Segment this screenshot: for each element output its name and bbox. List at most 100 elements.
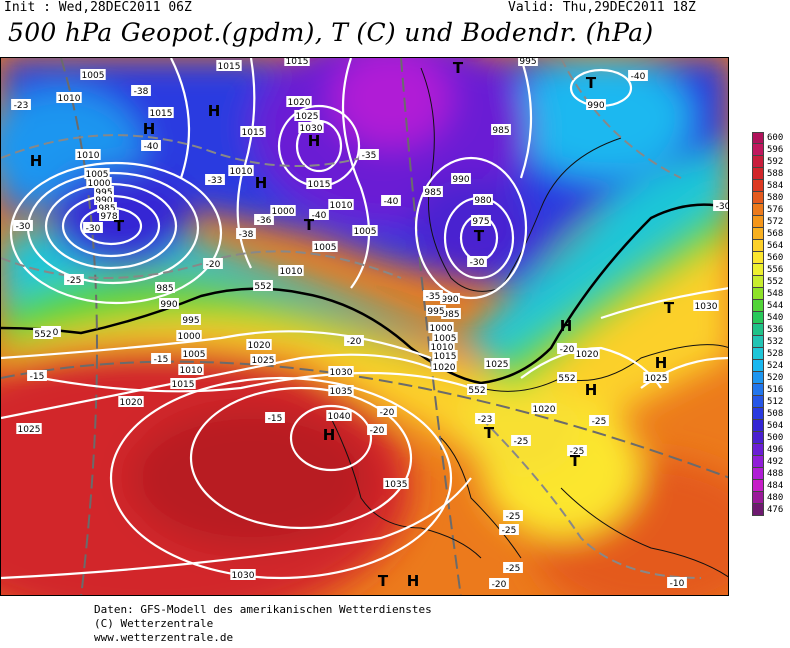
svg-text:-20: -20 (370, 426, 385, 436)
chart-title: 500 hPa Geopot.(gpdm), T (C) und Bodendr… (8, 18, 654, 47)
svg-text:-35: -35 (426, 292, 441, 302)
temperature-label: -30 (13, 220, 33, 232)
svg-text:1035: 1035 (330, 387, 353, 397)
legend-value: 476 (767, 505, 784, 515)
temperature-label: -35 (359, 149, 379, 161)
pressure-label: 1020 (531, 403, 557, 415)
pressure-label: 985 (423, 186, 443, 198)
svg-text:1010: 1010 (58, 94, 81, 104)
legend-value: 536 (767, 325, 784, 335)
svg-text:-25: -25 (514, 437, 529, 447)
svg-text:1015: 1015 (218, 62, 241, 72)
temperature-label: -40 (628, 70, 648, 82)
legend-value: 480 (767, 493, 784, 503)
pressure-label: 1005 (352, 225, 378, 237)
pressure-label: 990 (440, 293, 460, 305)
svg-text:-36: -36 (257, 216, 272, 226)
svg-text:-38: -38 (134, 87, 149, 97)
svg-text:1020: 1020 (248, 341, 271, 351)
legend-swatch (752, 456, 764, 468)
legend-value: 524 (767, 361, 784, 371)
legend-value: 592 (767, 157, 784, 167)
legend-value: 528 (767, 349, 784, 359)
legend-value: 496 (767, 445, 784, 455)
svg-text:985: 985 (424, 188, 441, 198)
pressure-label: 995 (426, 305, 446, 317)
svg-text:1030: 1030 (330, 368, 353, 378)
svg-text:-25: -25 (506, 512, 521, 522)
svg-text:1000: 1000 (178, 332, 201, 342)
svg-text:990: 990 (160, 300, 177, 310)
pressure-label: 1025 (294, 110, 320, 122)
temperature-label: -30 (467, 256, 487, 268)
legend-swatch (752, 264, 764, 276)
high-pressure-center: H (30, 152, 43, 170)
pressure-label: 1015 (216, 60, 242, 72)
svg-text:1005: 1005 (183, 350, 206, 360)
legend-swatch (752, 360, 764, 372)
temperature-label: -35 (423, 290, 443, 302)
svg-text:1015: 1015 (172, 380, 195, 390)
high-pressure-center: H (255, 174, 268, 192)
legend-swatch (752, 228, 764, 240)
legend-swatch (752, 324, 764, 336)
legend-swatch (752, 180, 764, 192)
legend-swatch (752, 240, 764, 252)
legend-value: 504 (767, 421, 784, 431)
pressure-label: 1010 (328, 199, 354, 211)
isoline-552-label: 552 (467, 384, 487, 396)
legend-swatch (752, 408, 764, 420)
high-pressure-center: H (407, 572, 420, 590)
svg-text:1010: 1010 (280, 267, 303, 277)
svg-text:1030: 1030 (300, 124, 323, 134)
valid-time: Valid: Thu,29DEC2011 18Z (508, 0, 696, 15)
svg-text:990: 990 (452, 175, 469, 185)
pressure-label: 1030 (298, 122, 324, 134)
svg-text:1005: 1005 (86, 170, 109, 180)
temperature-label: -33 (205, 174, 225, 186)
pressure-label: 990 (451, 173, 471, 185)
svg-text:1005: 1005 (314, 243, 337, 253)
legend-value: 560 (767, 253, 784, 263)
pressure-label: 1015 (240, 126, 266, 138)
legend-swatch (752, 432, 764, 444)
svg-text:-15: -15 (154, 355, 169, 365)
svg-text:1010: 1010 (431, 343, 454, 353)
temperature-label: -25 (499, 524, 519, 536)
pressure-label: 1030 (693, 300, 719, 312)
svg-text:-25: -25 (67, 276, 82, 286)
pressure-label: 1010 (228, 165, 254, 177)
footer-line-url[interactable]: www.wetterzentrale.de (94, 631, 234, 644)
svg-text:1000: 1000 (272, 207, 295, 217)
svg-text:-20: -20 (380, 408, 395, 418)
temperature-label: -20 (367, 424, 387, 436)
pressure-label: 1020 (118, 396, 144, 408)
svg-text:990: 990 (587, 101, 604, 111)
svg-text:1015: 1015 (150, 109, 173, 119)
svg-text:1030: 1030 (695, 302, 718, 312)
pressure-label: 1005 (80, 69, 106, 81)
pressure-label: 1015 (284, 58, 310, 67)
temperature-label: -15 (265, 412, 285, 424)
temperature-label: -23 (475, 413, 495, 425)
high-pressure-center: H (143, 120, 156, 138)
svg-text:975: 975 (472, 217, 489, 227)
temperature-label: -40 (381, 195, 401, 207)
svg-text:1020: 1020 (533, 405, 556, 415)
temperature-label: -25 (503, 562, 523, 574)
legend-swatch (752, 168, 764, 180)
temperature-label: -30 (713, 200, 728, 212)
temperature-label: -20 (203, 258, 223, 270)
svg-text:1005: 1005 (82, 71, 105, 81)
svg-text:1005: 1005 (354, 227, 377, 237)
legend-swatch (752, 156, 764, 168)
svg-text:-40: -40 (144, 142, 159, 152)
svg-text:-20: -20 (347, 337, 362, 347)
low-pressure-center: T (586, 74, 597, 92)
pressure-label: 1015 (148, 107, 174, 119)
legend-value: 596 (767, 145, 784, 155)
legend-value: 584 (767, 181, 784, 191)
svg-text:-40: -40 (631, 72, 646, 82)
legend-value: 576 (767, 205, 784, 215)
pressure-label: 1040 (326, 410, 352, 422)
